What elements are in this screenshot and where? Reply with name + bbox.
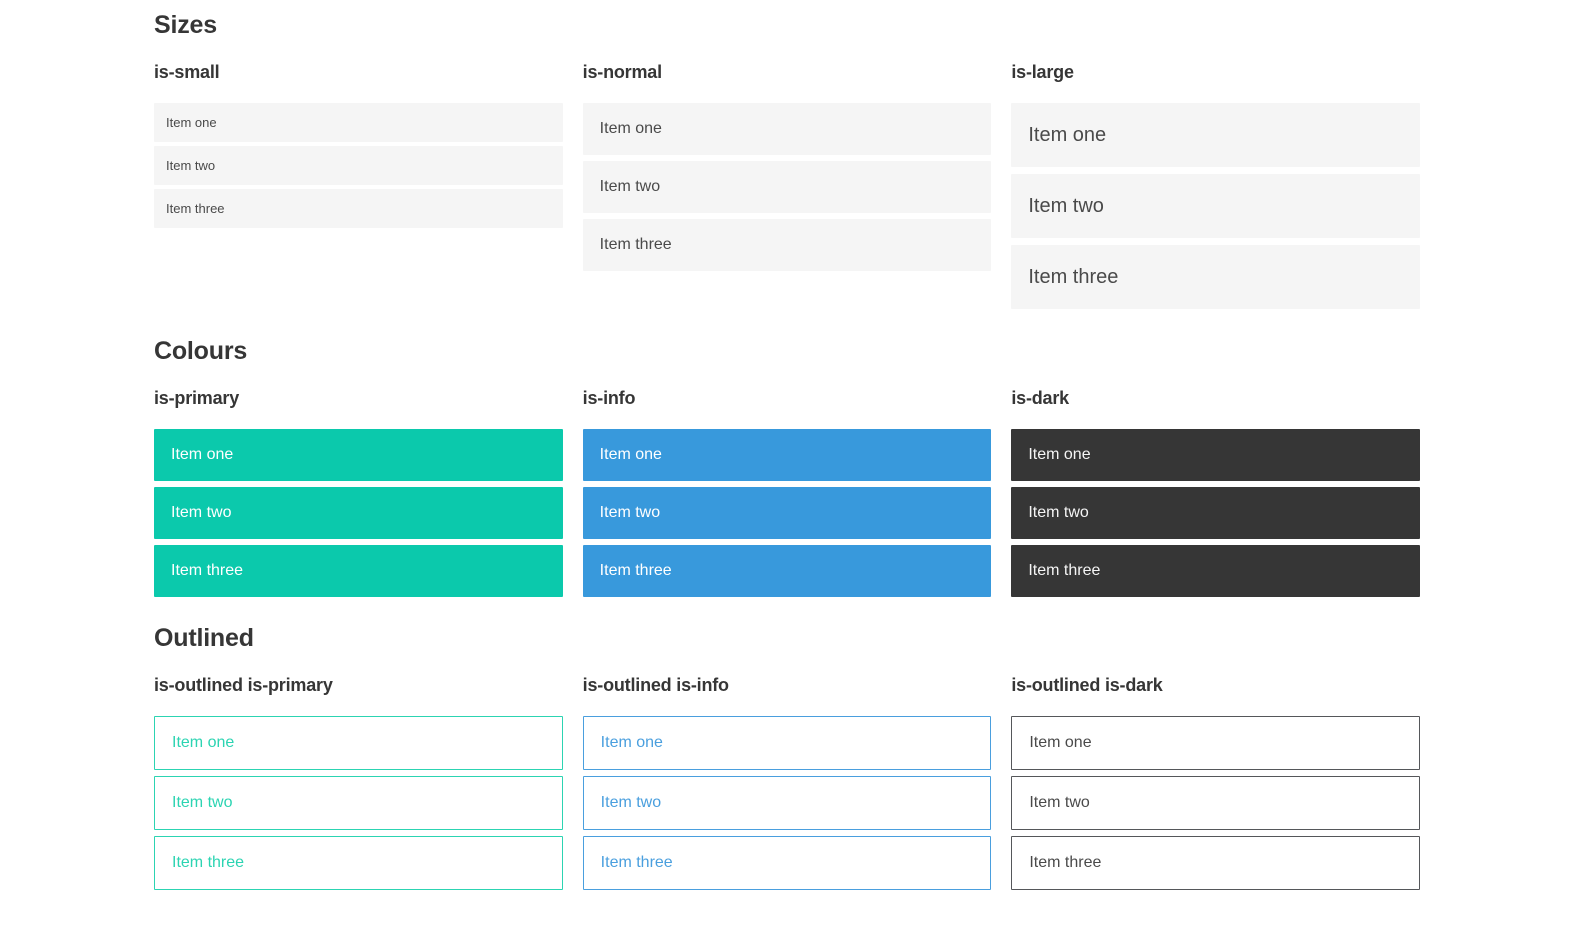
list-item[interactable]: Item two [1011, 174, 1421, 238]
group-heading-is-primary: is-primary [154, 388, 240, 408]
list-item[interactable]: Item one [582, 103, 992, 155]
group-heading-is-small: is-small [154, 62, 220, 82]
outlined-columns: is-outlined is-primary Item one Item two… [154, 675, 1421, 896]
list-item[interactable]: Item two [154, 776, 563, 830]
list-item[interactable]: Item two [154, 146, 563, 185]
list-item[interactable]: Item two [582, 487, 992, 539]
list-item[interactable]: Item one [154, 103, 563, 142]
list-item[interactable]: Item two [582, 776, 992, 830]
group-is-primary: is-primary Item one Item two Item three [154, 388, 563, 603]
list-item[interactable]: Item three [154, 189, 563, 228]
group-is-outlined-is-dark: is-outlined is-dark Item one Item two It… [1011, 675, 1421, 896]
list-is-small: Item one Item two Item three [154, 103, 563, 228]
group-is-info: is-info Item one Item two Item three [582, 388, 992, 603]
list-item[interactable]: Item one [154, 429, 563, 481]
list-is-primary: Item one Item two Item three [154, 429, 563, 597]
group-heading-is-outlined-is-info: is-outlined is-info [582, 675, 729, 695]
group-is-outlined-is-primary: is-outlined is-primary Item one Item two… [154, 675, 563, 896]
group-is-large: is-large Item one Item two Item three [1011, 62, 1421, 316]
list-item[interactable]: Item three [1011, 245, 1421, 309]
list-item[interactable]: Item three [154, 836, 563, 890]
section-title-outlined: Outlined [154, 624, 254, 652]
list-is-info: Item one Item two Item three [582, 429, 992, 597]
list-is-outlined-is-primary: Item one Item two Item three [154, 716, 563, 890]
list-item[interactable]: Item one [1011, 103, 1421, 167]
list-item[interactable]: Item three [1011, 836, 1421, 890]
group-heading-is-normal: is-normal [582, 62, 662, 82]
group-is-outlined-is-info: is-outlined is-info Item one Item two It… [582, 675, 992, 896]
list-is-normal: Item one Item two Item three [582, 103, 992, 271]
docs-page: Sizes is-small Item one Item two Item th… [154, 0, 1421, 940]
list-item[interactable]: Item three [582, 545, 992, 597]
list-item[interactable]: Item one [1011, 716, 1421, 770]
group-is-dark: is-dark Item one Item two Item three [1011, 388, 1421, 603]
list-item[interactable]: Item three [1011, 545, 1421, 597]
group-is-small: is-small Item one Item two Item three [154, 62, 563, 316]
group-heading-is-large: is-large [1011, 62, 1074, 82]
list-item[interactable]: Item two [154, 487, 563, 539]
list-item[interactable]: Item two [1011, 776, 1421, 830]
list-item[interactable]: Item one [582, 429, 992, 481]
list-is-dark: Item one Item two Item three [1011, 429, 1421, 597]
group-heading-is-outlined-is-dark: is-outlined is-dark [1011, 675, 1163, 695]
section-sizes: Sizes is-small Item one Item two Item th… [154, 11, 1421, 316]
list-item[interactable]: Item two [582, 161, 992, 213]
list-is-large: Item one Item two Item three [1011, 103, 1421, 309]
section-colours: Colours is-primary Item one Item two Ite… [154, 337, 1421, 603]
section-title-colours: Colours [154, 337, 248, 365]
list-item[interactable]: Item two [1011, 487, 1421, 539]
list-is-outlined-is-dark: Item one Item two Item three [1011, 716, 1421, 890]
group-heading-is-dark: is-dark [1011, 388, 1069, 408]
list-item[interactable]: Item three [582, 219, 992, 271]
list-item[interactable]: Item one [1011, 429, 1421, 481]
list-is-outlined-is-info: Item one Item two Item three [582, 716, 992, 890]
list-item[interactable]: Item one [582, 716, 992, 770]
list-item[interactable]: Item one [154, 716, 563, 770]
sizes-columns: is-small Item one Item two Item three is… [154, 62, 1421, 316]
colours-columns: is-primary Item one Item two Item three … [154, 388, 1421, 603]
group-is-normal: is-normal Item one Item two Item three [582, 62, 992, 316]
list-item[interactable]: Item three [154, 545, 563, 597]
group-heading-is-info: is-info [582, 388, 636, 408]
section-outlined: Outlined is-outlined is-primary Item one… [154, 624, 1421, 896]
group-heading-is-outlined-is-primary: is-outlined is-primary [154, 675, 333, 695]
section-title-sizes: Sizes [154, 11, 217, 39]
list-item[interactable]: Item three [582, 836, 992, 890]
